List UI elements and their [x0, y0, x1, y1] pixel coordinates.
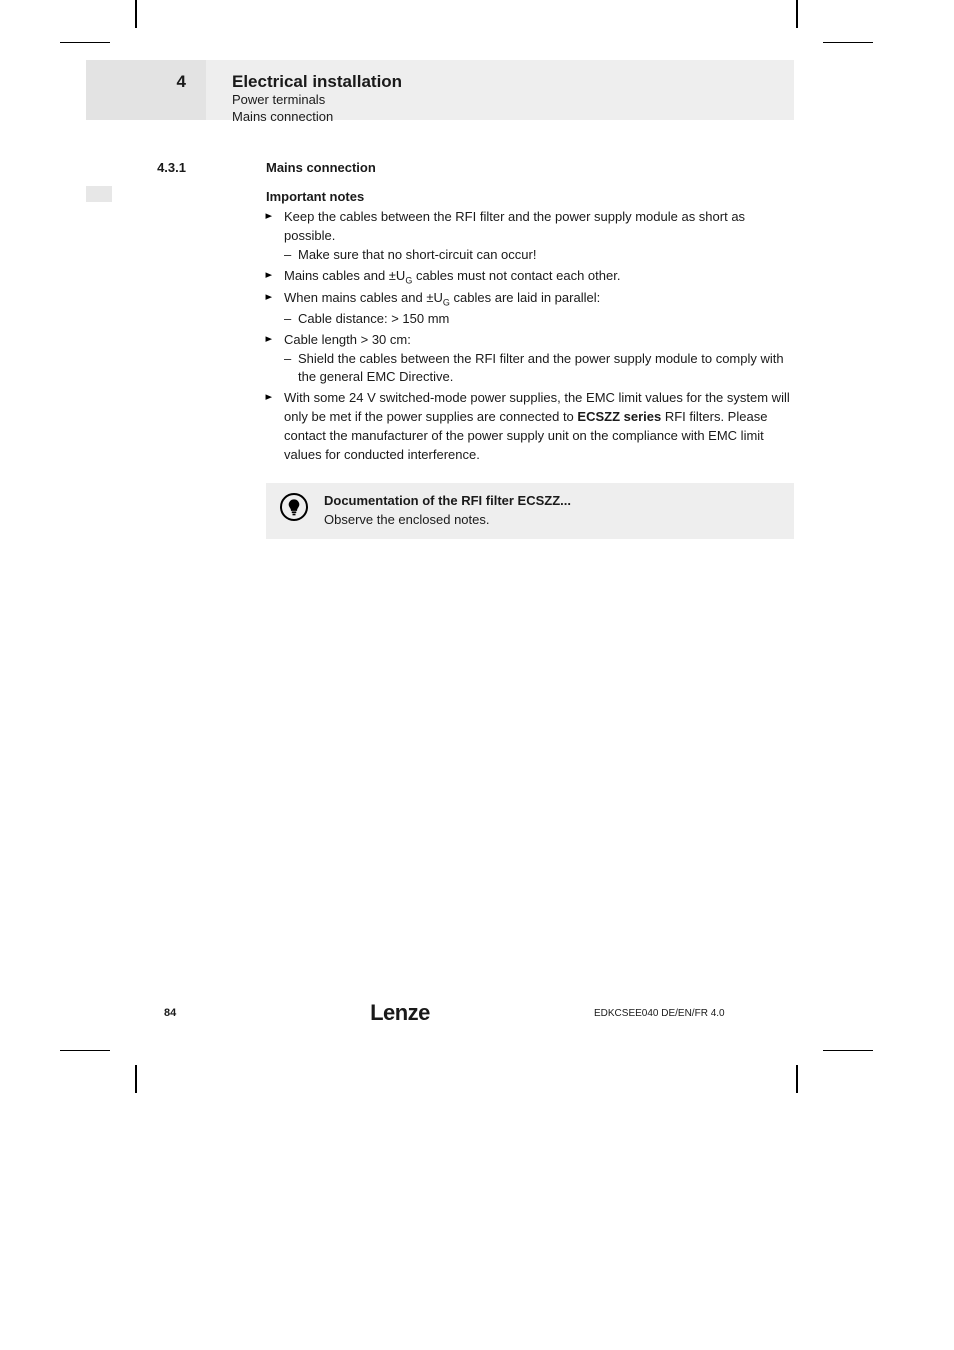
page-footer: 84 Lenze EDKCSEE040 DE/EN/FR 4.0	[86, 1000, 794, 1026]
subscript: G	[443, 298, 450, 308]
crop-mark	[60, 1050, 110, 1051]
brand-logo: Lenze	[370, 1000, 430, 1026]
crop-mark	[135, 0, 137, 28]
dash-item: Make sure that no short-circuit can occu…	[284, 246, 794, 265]
section-body: Mains connection Important notes Keep th…	[206, 160, 794, 539]
header-margin: 4	[86, 60, 206, 120]
header-subtitle-2: Mains connection	[232, 109, 402, 126]
bullet-text-post: cables are laid in parallel:	[450, 290, 600, 305]
bullet-text: Cable length > 30 cm:	[284, 332, 411, 347]
chapter-number: 4	[177, 72, 186, 92]
note-body: Observe the enclosed notes.	[324, 512, 571, 527]
bullet-text: Keep the cables between the RFI filter a…	[284, 209, 745, 243]
crop-mark	[135, 1065, 137, 1093]
bullet-item: When mains cables and ±UG cables are lai…	[266, 289, 794, 328]
dash-item: Shield the cables between the RFI filter…	[284, 350, 794, 388]
doc-id: EDKCSEE040 DE/EN/FR 4.0	[594, 1008, 794, 1019]
note-box: Documentation of the RFI filter ECSZZ...…	[266, 483, 794, 539]
crop-mark	[796, 1065, 798, 1093]
bullet-text-pre: When mains cables and ±U	[284, 290, 443, 305]
section-margin: 4.3.1	[86, 160, 206, 539]
bullet-text-pre: Mains cables and ±U	[284, 268, 405, 283]
section-title: Mains connection	[266, 160, 794, 175]
crop-mark	[823, 42, 873, 43]
crop-mark	[823, 1050, 873, 1051]
header-subtitle-1: Power terminals	[232, 92, 402, 109]
header-title: Electrical installation	[232, 72, 402, 92]
dash-item: Cable distance: > 150 mm	[284, 310, 794, 329]
crop-mark	[60, 42, 110, 43]
section-number: 4.3.1	[157, 160, 186, 175]
bullet-item: Cable length > 30 cm: Shield the cables …	[266, 331, 794, 388]
bullet-item: With some 24 V switched-mode power suppl…	[266, 389, 794, 464]
bullet-text-bold: ECSZZ series	[577, 409, 661, 424]
bullet-list: Keep the cables between the RFI filter a…	[266, 208, 794, 465]
bullet-text-post: cables must not contact each other.	[412, 268, 620, 283]
tip-icon	[280, 493, 308, 521]
note-title: Documentation of the RFI filter ECSZZ...	[324, 493, 571, 508]
section-subheading: Important notes	[266, 189, 794, 204]
page-number: 84	[86, 1007, 206, 1019]
note-text: Documentation of the RFI filter ECSZZ...…	[324, 493, 571, 527]
header-text: Electrical installation Power terminals …	[206, 60, 402, 120]
page-header: 4 Electrical installation Power terminal…	[86, 60, 794, 120]
bullet-item: Mains cables and ±UG cables must not con…	[266, 267, 794, 288]
section: 4.3.1 Mains connection Important notes K…	[86, 160, 794, 539]
bullet-item: Keep the cables between the RFI filter a…	[266, 208, 794, 265]
crop-mark	[796, 0, 798, 28]
